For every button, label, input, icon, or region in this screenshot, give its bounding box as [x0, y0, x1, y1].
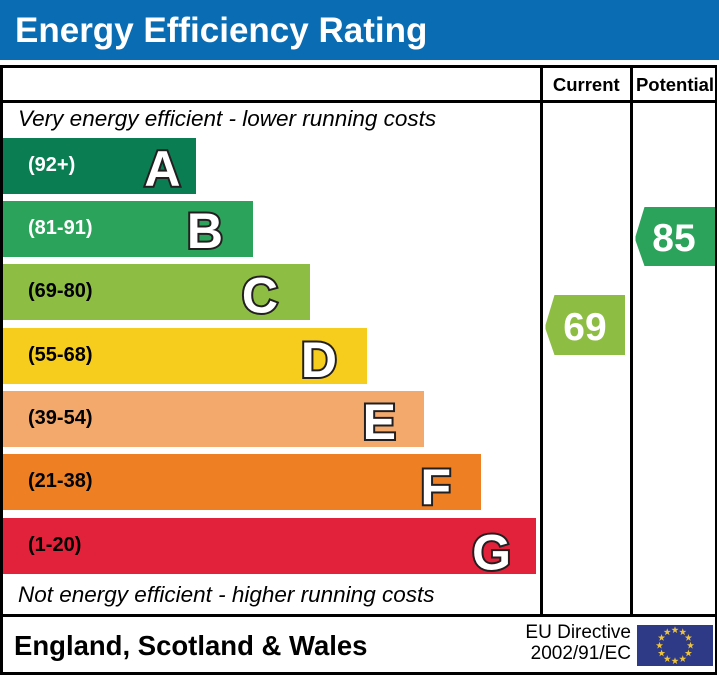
svg-text:D: D: [301, 332, 337, 388]
svg-text:69: 69: [563, 306, 606, 349]
svg-text:85: 85: [652, 217, 695, 260]
svg-text:A: A: [144, 141, 180, 197]
svg-text:F: F: [420, 459, 451, 515]
svg-text:C: C: [242, 268, 278, 324]
svg-text:G: G: [472, 525, 511, 581]
svg-text:B: B: [187, 203, 223, 259]
svg-text:E: E: [363, 394, 396, 450]
